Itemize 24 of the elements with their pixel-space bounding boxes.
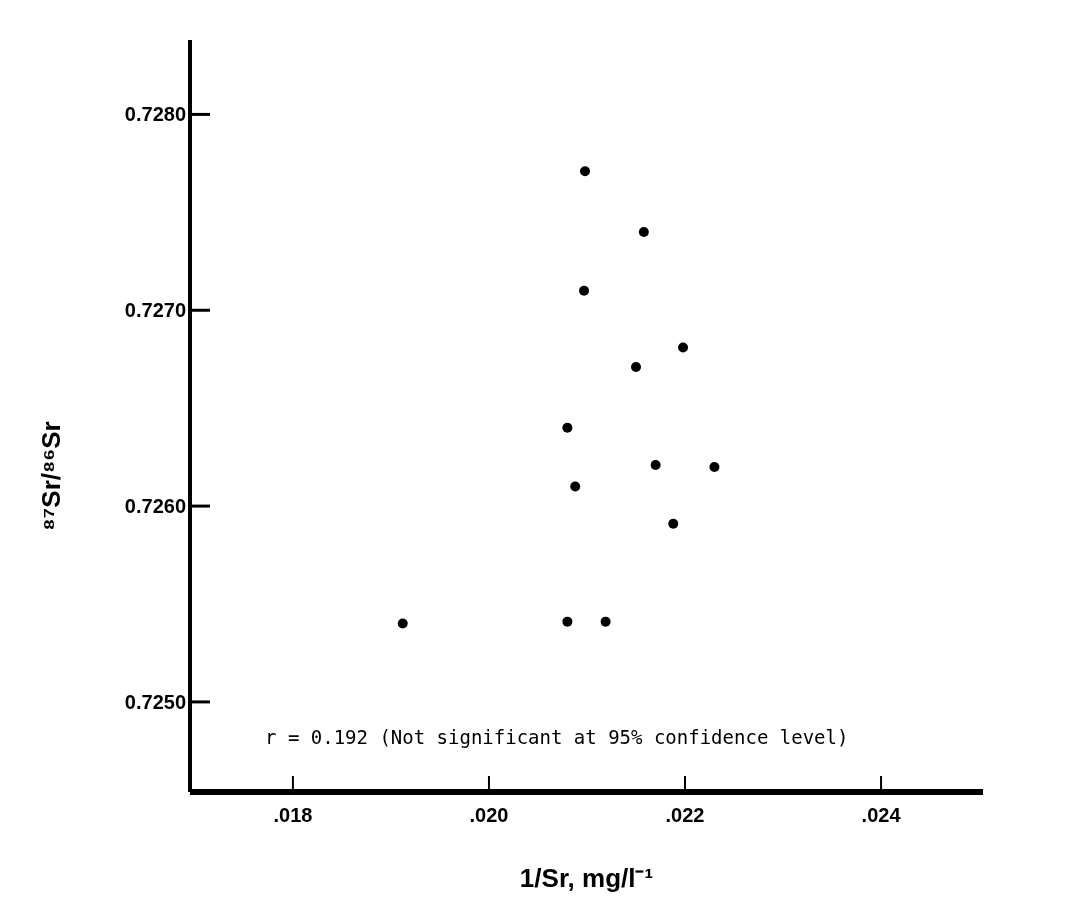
y-axis-title: ⁸⁷Sr/⁸⁶Sr: [36, 421, 66, 531]
point: [562, 422, 573, 433]
point: [570, 481, 581, 492]
point: [580, 166, 591, 177]
point: [562, 616, 573, 627]
x-tick-label: .018: [273, 804, 313, 826]
point: [638, 226, 649, 237]
y-tick-label: 0.7280: [124, 103, 186, 126]
y-tick-label: 0.7260: [124, 495, 186, 518]
y-tick-label: 0.7270: [124, 299, 186, 322]
x-tick-label: .020: [469, 804, 509, 826]
point: [600, 616, 611, 627]
x-axis-title: 1/Sr, mg/l⁻¹: [519, 863, 654, 893]
x-tick-label: .022: [665, 804, 705, 826]
point: [631, 362, 641, 373]
point: [709, 461, 720, 472]
point: [668, 518, 679, 529]
point: [579, 285, 590, 296]
point: [650, 459, 661, 470]
x-tick-label: .024: [861, 804, 902, 826]
point: [397, 618, 408, 629]
y-tick-label: 0.7250: [124, 690, 186, 713]
annotation: r = 0.192 (Not significant at 95% confidence level): [265, 726, 849, 748]
point: [678, 342, 689, 353]
